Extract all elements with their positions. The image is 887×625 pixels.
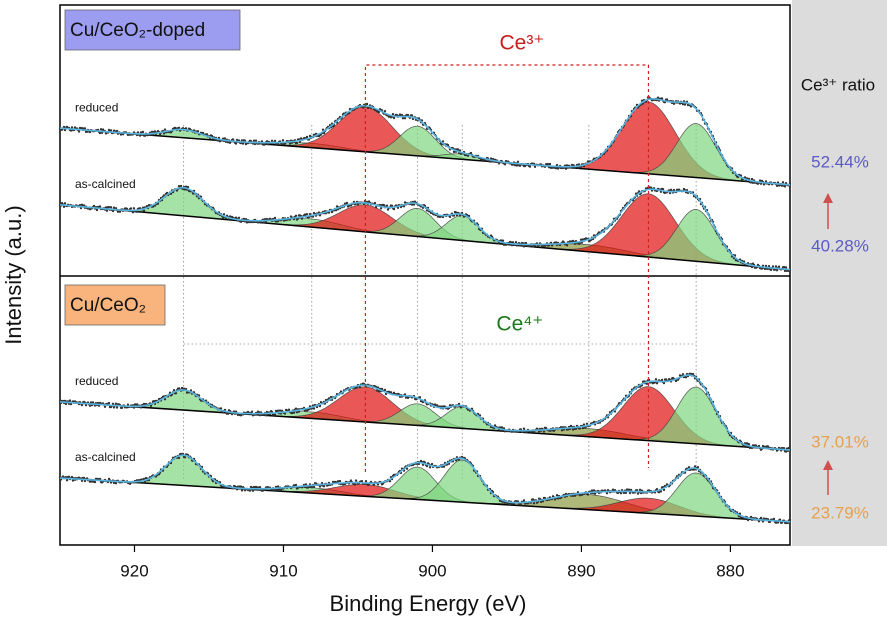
x-axis-label: Binding Energy (eV) <box>330 591 527 616</box>
y-axis-label: Intensity (a.u.) <box>1 205 26 344</box>
panel-label: Cu/CeO₂ <box>70 295 146 316</box>
x-tick-label: 910 <box>269 561 297 580</box>
baseline <box>59 477 791 523</box>
ce3-box <box>364 64 650 472</box>
ratio-value: 37.01% <box>811 432 869 451</box>
baseline <box>59 204 791 271</box>
baseline <box>59 401 791 451</box>
spectrum-label: reduced <box>75 374 118 388</box>
ratio-value: 52.44% <box>811 152 869 171</box>
fit-envelope <box>59 98 791 186</box>
ce4-label: Ce⁴⁺ <box>496 313 543 336</box>
fit-envelope <box>59 374 791 451</box>
panel-label-box <box>64 284 166 326</box>
x-tick-label: 880 <box>716 561 744 580</box>
ratio-value: 23.79% <box>811 503 869 522</box>
spectrum-label: reduced <box>75 100 118 114</box>
arrow-head <box>823 460 833 470</box>
fit-envelope <box>59 454 791 523</box>
panel-label-box <box>64 9 241 51</box>
ce3-label: Ce³⁺ <box>499 32 544 55</box>
x-tick-label: 920 <box>120 561 148 580</box>
spectrum-label: as-calcined <box>75 450 136 464</box>
spectrum-label: as-calcined <box>75 177 136 191</box>
arrow-head <box>823 193 833 203</box>
x-tick-label: 900 <box>418 561 446 580</box>
ratio-panel <box>792 0 887 546</box>
panel-label: Cu/CeO₂-doped <box>70 20 205 41</box>
fit-peak <box>112 389 255 416</box>
baseline <box>59 127 791 186</box>
ratio-value: 40.28% <box>811 236 869 255</box>
ratio-title: Ce³⁺ ratio <box>801 75 875 94</box>
x-tick-label: 890 <box>567 561 595 580</box>
fit-envelope <box>59 186 791 271</box>
plot-frame <box>59 4 791 546</box>
